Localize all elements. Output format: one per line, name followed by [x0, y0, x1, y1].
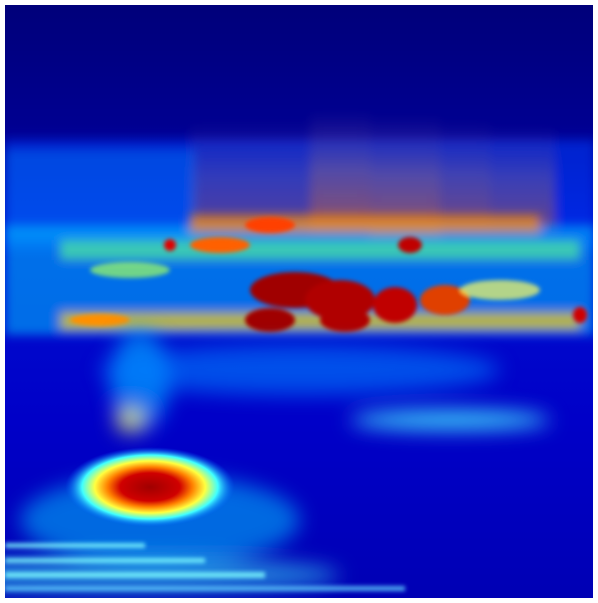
page — [0, 0, 598, 603]
scalogram-image — [0, 0, 598, 603]
image-content — [0, 5, 595, 598]
